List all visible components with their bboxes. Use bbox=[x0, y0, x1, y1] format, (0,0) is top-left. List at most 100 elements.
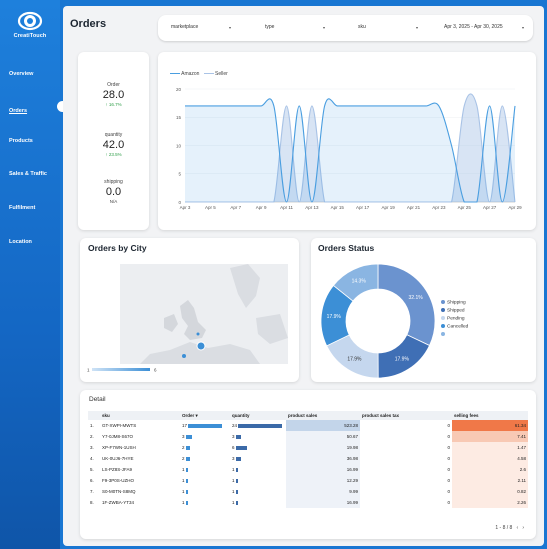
nav-item-orders[interactable]: Orders bbox=[9, 108, 28, 114]
date-range-picker[interactable]: Apr 3, 2025 - Apr 30, 2025 ▾ bbox=[444, 24, 524, 30]
product-sales-cell: 523.28 bbox=[286, 420, 360, 431]
donut-slice[interactable] bbox=[332, 263, 379, 302]
legend-label: Pending bbox=[447, 316, 465, 322]
quantity-cell: 1 bbox=[230, 475, 286, 486]
map-bubble-midlands[interactable] bbox=[196, 332, 200, 336]
table-row[interactable]: 8. 1F-ZWBA-YT34 1 1 16.99 0 2.26 bbox=[88, 497, 528, 508]
row-index: 5. bbox=[90, 467, 94, 472]
sku-filter-label: sku bbox=[358, 24, 366, 30]
product-sales-cell: 36.98 bbox=[286, 453, 360, 464]
series-line-amazon[interactable] bbox=[185, 98, 516, 203]
col-sku[interactable]: sku bbox=[100, 411, 180, 420]
table-row[interactable]: 5. LS-PZ8S-JFA9 1 1 16.99 0 2.6 bbox=[88, 464, 528, 475]
order-bar bbox=[185, 445, 190, 450]
quantity-value: 3 bbox=[232, 434, 235, 439]
nav-item-location[interactable]: Location bbox=[9, 239, 32, 245]
sku-cell: Y7-0JM8-S67O bbox=[102, 434, 134, 439]
sku-cell: F9-3P0S-UZHO bbox=[102, 478, 135, 483]
row-index: 3. bbox=[90, 445, 94, 450]
sku-cell: UK-0UJ6-7HYE bbox=[102, 456, 134, 461]
x-tick-label: Apr 13 bbox=[305, 205, 319, 210]
series-area-amazon bbox=[185, 98, 515, 202]
row-index: 8. bbox=[90, 500, 94, 505]
table-row[interactable]: 6. F9-3P0S-UZHO 1 1 12.29 0 2.11 bbox=[88, 475, 528, 486]
legend-label: Shipped bbox=[447, 308, 465, 314]
legend-swatch bbox=[441, 332, 445, 336]
series-line-seller[interactable] bbox=[184, 93, 516, 203]
sku-filter[interactable]: sku ▾ bbox=[358, 24, 418, 30]
x-tick-label: Apr 19 bbox=[381, 205, 395, 210]
legend-swatch-amazon bbox=[170, 72, 180, 75]
chevron-down-icon: ▾ bbox=[229, 25, 232, 30]
y-tick-label: 5 bbox=[178, 172, 181, 177]
logo-icon bbox=[17, 11, 43, 31]
order-cell: 2 bbox=[180, 453, 230, 464]
table-row[interactable]: 1. GT-XWPI-MWTS 17 24 523.28 0 61.34 bbox=[88, 420, 528, 431]
order-value: 1 bbox=[182, 500, 185, 505]
nav-item-products[interactable]: Products bbox=[9, 138, 33, 144]
row-index: 2. bbox=[90, 434, 94, 439]
type-filter[interactable]: type ▾ bbox=[265, 24, 325, 30]
table-row[interactable]: 7. S0-M0TN-S8MQ 1 1 9.99 0 0.82 bbox=[88, 486, 528, 497]
table-row[interactable]: 2. Y7-0JM8-S67O 3 3 50.67 0 7.41 bbox=[88, 431, 528, 442]
col-product-sales[interactable]: product sales bbox=[286, 411, 360, 420]
type-filter-label: type bbox=[265, 24, 275, 30]
product-sales-tax-cell: 0 bbox=[447, 456, 450, 461]
order-cell: 3 bbox=[180, 431, 230, 442]
order-bar bbox=[185, 456, 190, 461]
table-row[interactable]: 4. UK-0UJ6-7HYE 2 3 36.98 0 4.58 bbox=[88, 453, 528, 464]
col-selling-fees[interactable]: selling fees bbox=[452, 411, 528, 420]
nav-item-fulfilment[interactable]: Fulfilment bbox=[9, 205, 36, 211]
nav-item-overview[interactable]: Overview bbox=[9, 71, 34, 77]
quantity-bar bbox=[235, 478, 238, 483]
detail-title: Detail bbox=[89, 396, 106, 403]
quantity-bar bbox=[235, 456, 242, 461]
map-title: Orders by City bbox=[88, 243, 147, 253]
prev-page-button[interactable]: ‹ bbox=[516, 525, 519, 531]
donut-slice[interactable] bbox=[377, 263, 436, 347]
selling-fees-cell: 2.6 bbox=[452, 464, 528, 475]
quantity-value: 24 bbox=[232, 423, 238, 428]
order-cell: 1 bbox=[180, 475, 230, 486]
product-sales-tax-cell: 0 bbox=[447, 489, 450, 494]
quantity-value: 1 bbox=[232, 467, 235, 472]
map-scale-min: 1 bbox=[87, 368, 90, 373]
map-land-europe bbox=[256, 314, 288, 344]
product-sales-tax-cell: 0 bbox=[447, 434, 450, 439]
map-bubble-london[interactable] bbox=[196, 341, 206, 351]
col-order[interactable]: Order ▾ bbox=[180, 411, 230, 420]
chevron-down-icon: ▾ bbox=[323, 25, 326, 30]
legend-swatch-seller bbox=[203, 72, 214, 75]
next-page-button[interactable]: › bbox=[522, 525, 524, 531]
order-cell: 17 bbox=[180, 420, 230, 431]
donut-slice-label: 17.9% bbox=[327, 314, 342, 320]
donut-slice-label: 32.1% bbox=[409, 295, 424, 301]
x-tick-label: Apr 21 bbox=[407, 205, 421, 210]
map-land-uk bbox=[180, 300, 206, 340]
row-index: 4. bbox=[90, 456, 94, 461]
selling-fees-cell: 7.41 bbox=[452, 431, 528, 442]
product-sales-cell: 16.99 bbox=[286, 464, 360, 475]
kpi-quantity: quantity 42.0 ↑ 23.5% bbox=[78, 132, 149, 157]
col-product-sales-tax[interactable]: product sales tax bbox=[360, 411, 452, 420]
product-sales-cell: 50.67 bbox=[286, 431, 360, 442]
quantity-bar bbox=[235, 445, 247, 450]
map-bubble-south[interactable] bbox=[182, 354, 186, 358]
marketplace-filter[interactable]: marketplace ▾ bbox=[171, 24, 231, 30]
quantity-bar bbox=[238, 423, 283, 428]
quantity-bar bbox=[235, 489, 238, 494]
active-nav-indicator bbox=[57, 101, 68, 112]
quantity-cell: 3 bbox=[230, 431, 286, 442]
sku-cell: XP-F7WN-1USH bbox=[102, 445, 136, 450]
orders-map[interactable]: 1 6 bbox=[80, 238, 299, 382]
selling-fees-cell: 1.47 bbox=[452, 442, 528, 453]
kpi-order: Order 28.0 ↑ 16.7% bbox=[78, 82, 149, 107]
table-row[interactable]: 3. XP-F7WN-1USH 2 6 19.98 0 1.47 bbox=[88, 442, 528, 453]
sku-cell: LS-PZ8S-JFA9 bbox=[102, 467, 133, 472]
x-tick-label: Apr 29 bbox=[508, 205, 522, 210]
nav-item-sales-traffic[interactable]: Sales & Traffic bbox=[9, 171, 47, 177]
order-value: 1 bbox=[182, 489, 185, 494]
x-tick-label: Apr 27 bbox=[483, 205, 497, 210]
col-quantity[interactable]: quantity bbox=[230, 411, 286, 420]
selling-fees-cell: 2.11 bbox=[452, 475, 528, 486]
